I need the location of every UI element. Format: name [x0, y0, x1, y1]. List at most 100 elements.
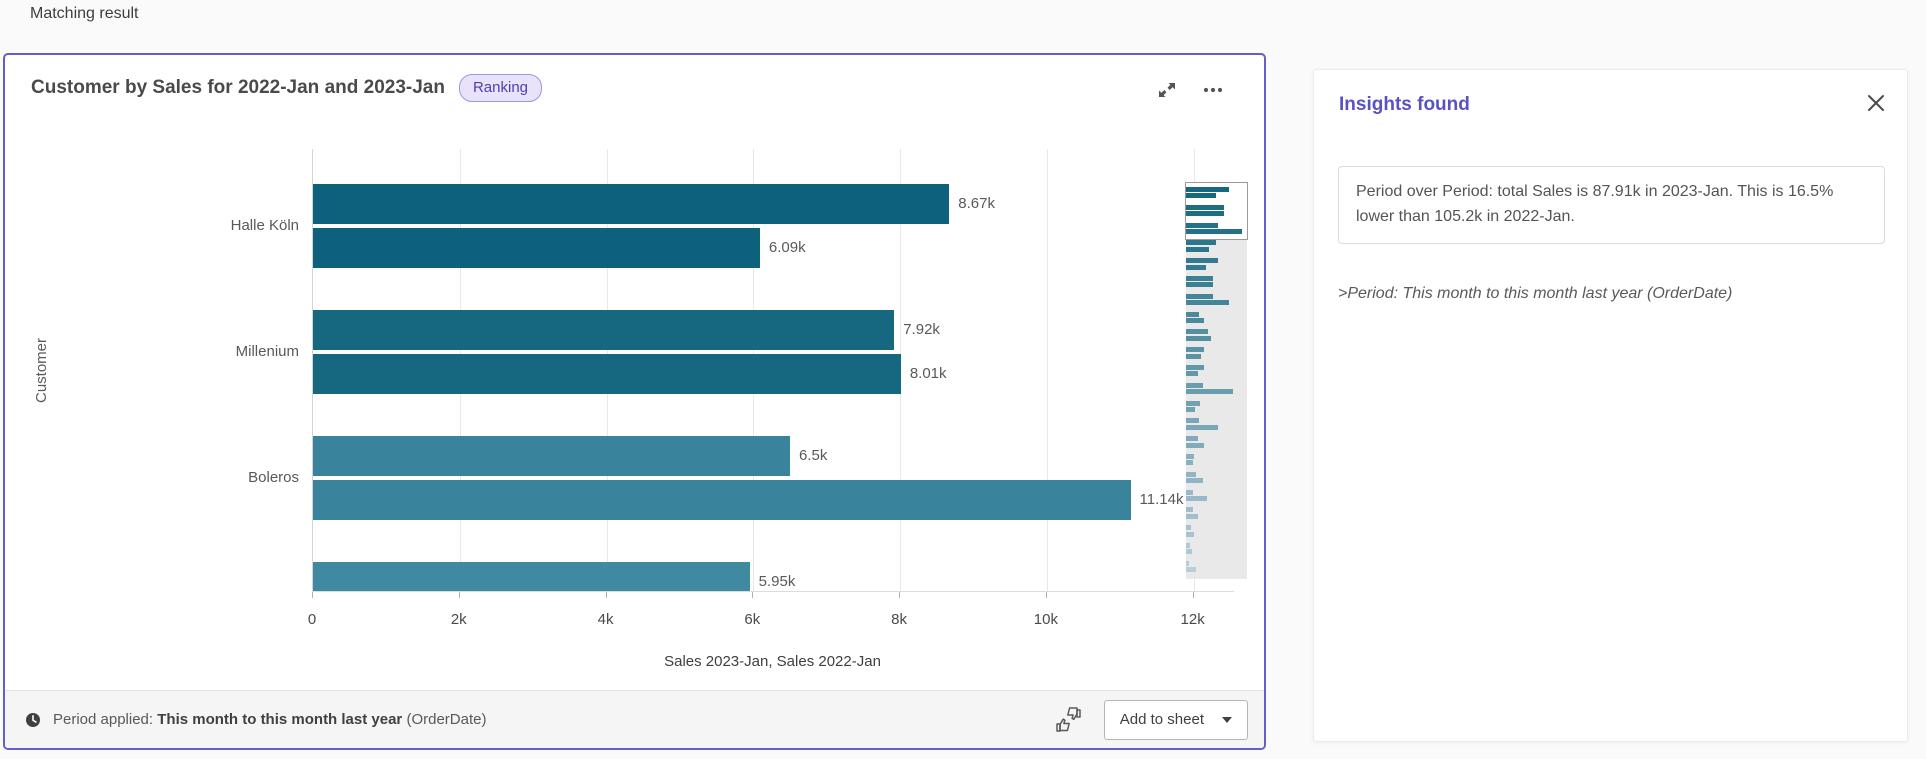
- minimap-bar: [1186, 222, 1218, 228]
- ranking-badge: Ranking: [458, 74, 543, 102]
- minimap-bar: [1186, 424, 1218, 430]
- minimap-bar: [1186, 525, 1191, 531]
- minimap-bar: [1186, 436, 1199, 442]
- bar[interactable]: [313, 310, 895, 350]
- bar-value-label: 11.14k: [1139, 491, 1184, 508]
- axis-tick-label: 0: [307, 611, 317, 628]
- category-label: Millenium: [235, 343, 299, 360]
- chart-minimap-scroll[interactable]: [1185, 182, 1248, 579]
- axis-tick-label: 6k: [744, 611, 761, 628]
- bar-value-label: 7.92k: [903, 321, 940, 338]
- chart-card-footer: Period applied: This month to this month…: [5, 690, 1264, 748]
- minimap-bar: [1186, 353, 1202, 359]
- minimap-bar: [1186, 507, 1193, 513]
- gridline: [1046, 149, 1048, 591]
- bar[interactable]: [313, 480, 1131, 520]
- chart-card-header: Customer by Sales for 2022-Jan and 2023-…: [31, 73, 543, 103]
- axis-tick-label: 2k: [450, 611, 467, 628]
- minimap-bar: [1186, 371, 1199, 377]
- axis-tick-label: 12k: [1180, 611, 1205, 628]
- period-applied-suffix: (OrderDate): [402, 711, 487, 728]
- minimap-bar: [1186, 211, 1225, 217]
- insight-message-card: Period over Period: total Sales is 87.91…: [1338, 166, 1885, 244]
- minimap-bar: [1186, 193, 1216, 199]
- category-label: Boleros: [248, 469, 299, 486]
- bar-chart: Customer 8.67k 6.09k 7.92k 8.01k 6.5k 11.14k 5…: [5, 55, 1264, 690]
- minimap-bar: [1186, 264, 1207, 270]
- chevron-down-icon: [1222, 716, 1232, 723]
- minimap-bar: [1186, 282, 1213, 288]
- axis-tick: [1045, 592, 1047, 598]
- period-applied-label: Period applied:: [53, 711, 154, 728]
- minimap-bar: [1186, 365, 1205, 370]
- minimap-bar: [1186, 496, 1207, 501]
- minimap-bar: [1186, 300, 1229, 306]
- minimap-bar: [1186, 347, 1205, 353]
- minimap-bar: [1186, 293, 1213, 299]
- minimap-bar: [1186, 567, 1196, 573]
- minimap-bar: [1186, 407, 1196, 412]
- minimap-bar: [1186, 318, 1205, 323]
- minimap-bar: [1186, 400, 1201, 406]
- minimap-bar: [1186, 531, 1194, 537]
- minimap-bar: [1186, 204, 1224, 210]
- close-icon[interactable]: [1865, 92, 1887, 114]
- bar[interactable]: [313, 354, 901, 394]
- minimap-bar: [1186, 549, 1193, 555]
- bar[interactable]: [313, 184, 950, 224]
- axis-tick: [458, 592, 460, 598]
- bar[interactable]: [313, 228, 760, 268]
- minimap-bar: [1186, 513, 1199, 519]
- minimap-bar: [1186, 382, 1204, 388]
- bar[interactable]: [313, 436, 790, 476]
- axis-tick-label: 4k: [597, 611, 614, 628]
- axis-tick: [1192, 592, 1194, 598]
- axis-tick: [605, 592, 607, 598]
- x-axis-title: Sales 2023-Jan, Sales 2022-Jan: [664, 653, 881, 670]
- period-applied-value: This month to this month last year: [157, 711, 403, 728]
- plot-area[interactable]: 8.67k 6.09k 7.92k 8.01k 6.5k 11.14k 5.95k: [312, 149, 1234, 592]
- minimap-bar: [1186, 329, 1208, 335]
- axis-tick-label: 8k: [891, 611, 907, 628]
- minimap-bar: [1186, 246, 1210, 252]
- page-title: Matching result: [30, 5, 139, 22]
- axis-tick: [752, 592, 754, 598]
- minimap-bar: [1186, 258, 1218, 264]
- chart-title: Customer by Sales for 2022-Jan and 2023-…: [31, 77, 445, 98]
- minimap-bar: [1186, 240, 1216, 246]
- minimap-bar: [1186, 442, 1205, 448]
- minimap-bar: [1186, 454, 1194, 459]
- add-to-sheet-button[interactable]: Add to sheet: [1103, 699, 1248, 740]
- minimap-bar: [1186, 543, 1191, 548]
- minimap-bar: [1186, 276, 1213, 281]
- axis-tick: [899, 592, 901, 598]
- period-applied-text: Period applied: This month to this month…: [53, 711, 486, 728]
- clock-icon: [26, 712, 40, 727]
- bar-value-label: 6.09k: [768, 239, 806, 256]
- minimap-bar: [1186, 460, 1193, 466]
- minimap-bar: [1186, 478, 1204, 484]
- insights-panel-title: Insights found: [1339, 94, 1470, 115]
- chart-card: Customer by Sales for 2022-Jan and 2023-…: [3, 53, 1266, 750]
- feedback-thumbs-icon[interactable]: [1054, 706, 1082, 733]
- minimap-bar: [1186, 418, 1199, 424]
- add-to-sheet-label: Add to sheet: [1119, 711, 1204, 728]
- minimap-bar: [1186, 560, 1190, 566]
- minimap-bar: [1186, 335, 1211, 341]
- axis-tick: [312, 592, 313, 598]
- bar-value-label: 8.01k: [909, 365, 947, 382]
- more-menu-icon[interactable]: [1202, 83, 1224, 105]
- insights-panel: Insights found Period over Period: total…: [1313, 69, 1908, 742]
- category-label: Halle Köln: [230, 217, 299, 234]
- expand-icon[interactable]: [1156, 79, 1178, 101]
- bar-value-label: 8.67k: [958, 195, 995, 212]
- bar-value-label: 6.5k: [799, 447, 828, 464]
- minimap-bar: [1186, 489, 1193, 495]
- insight-period-note: >Period: This month to this month last y…: [1338, 285, 1733, 302]
- minimap-bar: [1186, 389, 1233, 395]
- bar-value-label: 5.95k: [758, 573, 796, 590]
- minimap-bar: [1186, 229, 1242, 234]
- minimap-bar: [1186, 311, 1199, 317]
- bar[interactable]: [313, 562, 750, 591]
- minimap-bar: [1186, 471, 1196, 477]
